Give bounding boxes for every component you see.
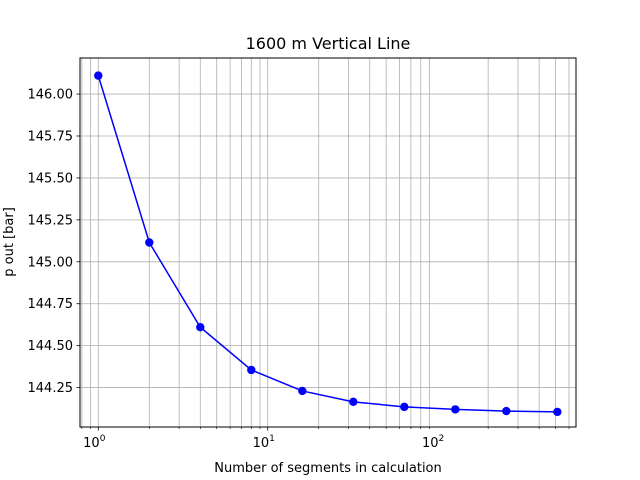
series-line: [97, 75, 558, 413]
data-point: [451, 405, 460, 414]
plot-area-frame: [79, 57, 577, 428]
data-point: [196, 323, 205, 332]
data-point: [553, 407, 562, 417]
data-point: [298, 386, 307, 396]
y-tick-label: 145.50: [28, 171, 74, 186]
x-tick-label: 100: [83, 434, 106, 451]
ticks-layer: 100 101 102 144.25 144.50 144.75 145.00 145.25 1…: [28, 88, 570, 451]
y-tick-label: 145.00: [28, 255, 74, 270]
y-tick-label: 145.25: [28, 213, 74, 228]
data-point: [502, 406, 511, 416]
y-axis-label: p out [bar]: [2, 207, 17, 277]
data-point: [145, 238, 154, 247]
y-tick-label: 145.75: [28, 129, 74, 144]
x-axis-label: Number of segments in calculation: [214, 461, 442, 476]
data-point: [247, 365, 256, 375]
grid-layer: [80, 58, 576, 427]
y-tick-label: 144.25: [28, 381, 74, 396]
data-point: [400, 402, 409, 412]
series-layer: [94, 71, 562, 417]
data-point: [94, 71, 103, 80]
x-tick-label: 101: [253, 434, 275, 451]
chart-title: 1600 m Vertical Line: [246, 34, 411, 53]
x-tick-label: 102: [422, 434, 444, 451]
y-tick-label: 146.00: [28, 88, 74, 103]
y-tick-label: 144.75: [28, 297, 74, 312]
y-tick-label: 144.50: [28, 339, 74, 354]
data-point: [349, 397, 358, 407]
